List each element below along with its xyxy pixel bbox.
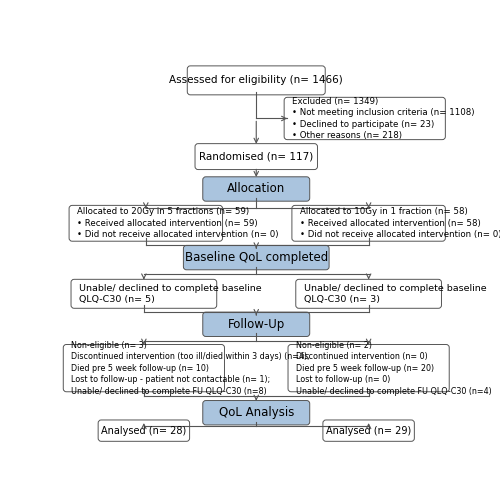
Text: Assessed for eligibility (n= 1466): Assessed for eligibility (n= 1466) xyxy=(170,75,343,85)
Text: Allocated to 20Gy in 5 fractions (n= 59)
• Received allocated intervention (n= 5: Allocated to 20Gy in 5 fractions (n= 59)… xyxy=(77,207,278,239)
FancyBboxPatch shape xyxy=(98,420,190,442)
FancyBboxPatch shape xyxy=(203,400,310,425)
FancyBboxPatch shape xyxy=(203,177,310,201)
FancyBboxPatch shape xyxy=(195,144,318,170)
Text: Analysed (n= 28): Analysed (n= 28) xyxy=(101,426,186,436)
Text: Follow-Up: Follow-Up xyxy=(228,318,285,331)
FancyBboxPatch shape xyxy=(284,98,446,140)
Text: Baseline QoL completed: Baseline QoL completed xyxy=(184,251,328,264)
Text: Unable/ declined to complete baseline
QLQ-C30 (n= 3): Unable/ declined to complete baseline QL… xyxy=(304,284,486,304)
Text: Excluded (n= 1349)
• Not meeting inclusion criteria (n= 1108)
• Declined to part: Excluded (n= 1349) • Not meeting inclusi… xyxy=(292,97,474,140)
FancyBboxPatch shape xyxy=(203,312,310,337)
Text: Analysed (n= 29): Analysed (n= 29) xyxy=(326,426,411,436)
FancyBboxPatch shape xyxy=(288,345,449,392)
FancyBboxPatch shape xyxy=(323,420,414,442)
Text: QoL Analysis: QoL Analysis xyxy=(218,406,294,419)
Text: Allocated to 10Gy in 1 fraction (n= 58)
• Received allocated intervention (n= 58: Allocated to 10Gy in 1 fraction (n= 58) … xyxy=(300,207,500,239)
Text: Non-eligible (n= 3)
Discontinued intervention (too ill/died within 3 days) (n=4): Non-eligible (n= 3) Discontinued interve… xyxy=(71,341,310,396)
FancyBboxPatch shape xyxy=(184,246,329,270)
Text: Randomised (n= 117): Randomised (n= 117) xyxy=(199,151,314,161)
FancyBboxPatch shape xyxy=(292,205,446,241)
FancyBboxPatch shape xyxy=(188,66,325,95)
Text: Allocation: Allocation xyxy=(227,183,286,196)
FancyBboxPatch shape xyxy=(296,279,442,308)
Text: Non-eligible (n= 2)
Discontinued intervention (n= 0)
Died pre 5 week follow-up (: Non-eligible (n= 2) Discontinued interve… xyxy=(296,341,492,396)
FancyBboxPatch shape xyxy=(69,205,222,241)
FancyBboxPatch shape xyxy=(64,345,224,392)
FancyBboxPatch shape xyxy=(71,279,217,308)
Text: Unable/ declined to complete baseline
QLQ-C30 (n= 5): Unable/ declined to complete baseline QL… xyxy=(79,284,262,304)
